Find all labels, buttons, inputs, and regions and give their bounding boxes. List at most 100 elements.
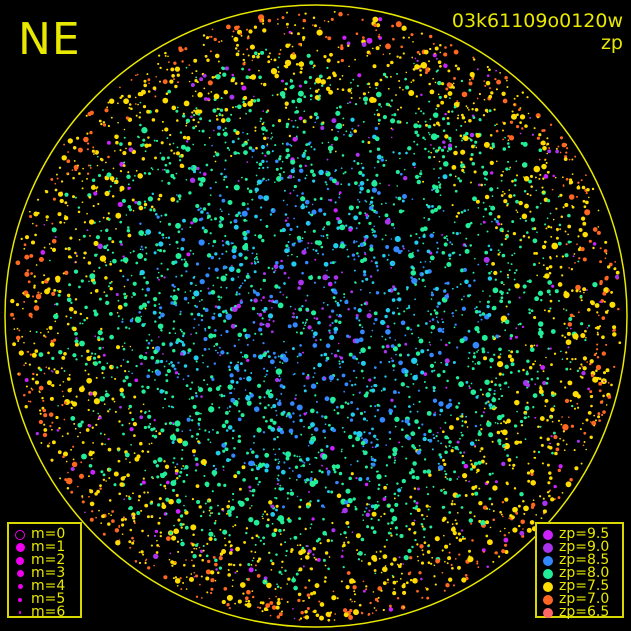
star-point: [309, 477, 313, 480]
star-point: [191, 559, 193, 562]
star-point: [397, 564, 402, 569]
star-point: [574, 466, 579, 471]
star-point: [81, 441, 85, 444]
star-point: [382, 253, 386, 258]
star-point: [23, 243, 27, 247]
star-point: [298, 279, 304, 286]
star-point: [167, 222, 172, 226]
star-point: [276, 583, 278, 586]
star-point: [328, 423, 331, 427]
star-point: [139, 441, 143, 446]
star-point: [246, 272, 249, 275]
star-point: [416, 133, 420, 137]
star-point: [369, 275, 373, 278]
star-point: [237, 599, 242, 604]
star-point: [258, 313, 263, 317]
star-point: [97, 355, 101, 359]
star-point: [480, 519, 486, 526]
star-point: [311, 517, 315, 521]
star-point: [159, 389, 164, 394]
star-point: [280, 469, 286, 475]
star-point: [64, 192, 69, 197]
star-point: [409, 578, 413, 582]
star-point: [435, 251, 439, 254]
star-point: [506, 482, 509, 486]
star-point: [233, 224, 239, 230]
star-point: [263, 367, 266, 370]
star-point: [195, 107, 198, 110]
star-point: [444, 294, 450, 300]
star-point: [288, 477, 291, 480]
star-point: [288, 467, 291, 470]
star-point: [100, 442, 104, 446]
star-point: [477, 320, 480, 323]
star-point: [395, 196, 398, 199]
star-point: [156, 539, 158, 542]
star-point: [522, 368, 525, 372]
star-point: [441, 250, 446, 255]
star-point: [364, 553, 366, 556]
star-point: [309, 94, 313, 98]
star-point: [323, 261, 329, 267]
star-point: [142, 553, 145, 556]
star-point: [347, 307, 350, 311]
star-point: [147, 534, 150, 537]
star-point: [374, 82, 379, 87]
star-point: [377, 191, 381, 195]
star-point: [358, 170, 363, 176]
star-point: [177, 247, 179, 250]
star-point: [220, 172, 223, 176]
star-point: [235, 213, 239, 218]
star-point: [408, 395, 411, 399]
star-point: [341, 511, 344, 514]
star-point: [193, 547, 196, 550]
star-point: [458, 179, 463, 183]
star-point: [486, 230, 489, 233]
star-point: [388, 408, 391, 411]
star-point: [253, 298, 258, 303]
star-point: [188, 80, 191, 83]
star-point: [582, 366, 587, 371]
star-point: [250, 262, 254, 265]
star-point: [362, 514, 364, 516]
star-point: [328, 89, 334, 95]
star-point: [155, 464, 159, 468]
star-point: [211, 76, 215, 79]
star-point: [254, 569, 257, 571]
star-point: [577, 247, 582, 252]
star-point: [369, 96, 376, 103]
star-point: [323, 55, 327, 59]
star-point: [43, 428, 48, 432]
star-point: [546, 137, 549, 140]
star-point: [220, 118, 226, 124]
star-point: [157, 336, 160, 338]
star-point: [348, 65, 350, 68]
star-point: [458, 381, 464, 388]
star-point: [252, 246, 255, 250]
star-point: [53, 313, 59, 320]
star-point: [358, 433, 361, 436]
star-point: [422, 226, 428, 232]
star-point: [368, 136, 370, 139]
star-point: [146, 450, 150, 453]
star-point: [262, 342, 265, 345]
star-point: [353, 159, 356, 163]
star-point: [282, 505, 285, 509]
star-point: [347, 255, 350, 258]
star-point: [95, 235, 100, 240]
star-point: [224, 127, 227, 130]
star-point: [87, 408, 90, 412]
star-point: [295, 394, 297, 397]
star-point: [428, 341, 431, 344]
star-point: [392, 203, 396, 206]
star-point: [211, 144, 213, 147]
star-point: [252, 353, 257, 358]
star-point: [573, 315, 575, 318]
star-point: [489, 187, 492, 190]
star-point: [396, 482, 399, 485]
star-point: [312, 16, 316, 20]
star-point: [239, 362, 243, 366]
star-point: [297, 598, 301, 603]
star-point: [130, 107, 133, 111]
star-point: [429, 118, 432, 121]
